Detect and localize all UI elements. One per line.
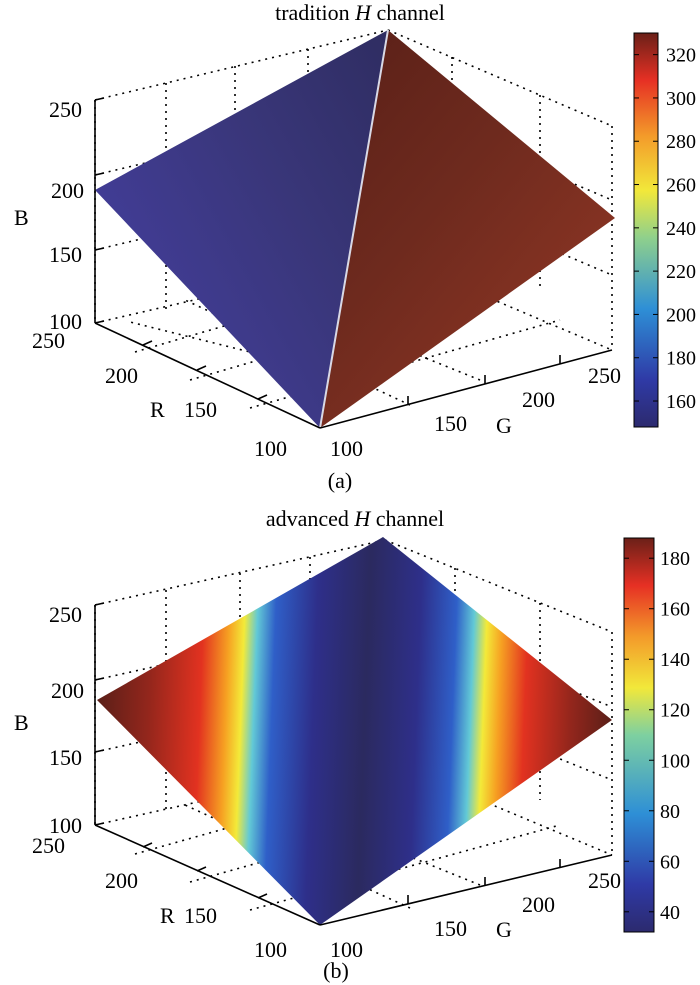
panel-a-colorbar-ticks: 160 180 200 220 240 260 280 300 320: [634, 45, 696, 413]
panel-b-colorbar-ticks: 40 60 80 100 120 140 160 180: [624, 548, 690, 924]
panel-a-z-tick-100: 100: [49, 309, 82, 334]
panel-a-g-tick-100: 100: [330, 436, 363, 461]
panel-b-caption: (b): [323, 958, 349, 983]
panel-b-colorbar: 40 60 80 100 120 140 160 180: [623, 537, 690, 933]
panel-a-surface-right-facet: [320, 30, 615, 428]
panel-a-colorbar: 160 180 200 220 240 260 280 300 320: [633, 32, 696, 428]
panel-a-r-tick-250: 250: [32, 328, 65, 353]
panel-a: tradition H channel: [14, 0, 696, 493]
panel-a-g-label: G: [496, 413, 512, 438]
panel-b-z-tick-150: 150: [49, 745, 82, 770]
colorbar-tick-label: 260: [666, 175, 696, 197]
panel-b-axes: [94, 605, 613, 926]
colorbar-tick-label: 80: [660, 801, 680, 823]
panel-a-z-label: B: [14, 205, 29, 230]
panel-a-z-tick-150: 150: [49, 242, 82, 267]
colorbar-tick-label: 40: [660, 902, 680, 924]
panel-b-r-tick-150: 150: [184, 903, 217, 928]
panel-a-surface-ridge: [319, 29, 389, 429]
panel-b: advanced H channel: [14, 506, 690, 983]
panel-a-g-tick-200: 200: [522, 387, 555, 412]
panel-a-surface-left-facet: [95, 30, 388, 428]
colorbar-tick-label: 300: [666, 88, 696, 110]
colorbar-tick-label: 100: [660, 750, 690, 772]
panel-b-g-tick-200: 200: [522, 892, 555, 917]
colorbar-tick-label: 60: [660, 851, 680, 873]
panel-a-z-tick-200: 200: [51, 178, 84, 203]
panel-b-r-tick-100: 100: [254, 937, 287, 962]
panel-a-r-tick-150: 150: [184, 397, 217, 422]
panel-b-r-tick-250: 250: [32, 833, 65, 858]
panel-a-axes: [94, 100, 613, 429]
colorbar-tick-label: 120: [660, 700, 690, 722]
panel-a-caption: (a): [328, 468, 352, 493]
panel-a-g-tick-250: 250: [588, 363, 621, 388]
panel-b-r-tick-200: 200: [105, 868, 138, 893]
colorbar-tick-label: 200: [666, 304, 696, 326]
colorbar-tick-label: 160: [666, 391, 696, 413]
panel-b-g-tick-150: 150: [434, 916, 467, 941]
colorbar-tick-label: 160: [660, 599, 690, 621]
panel-b-g-label: G: [496, 917, 512, 942]
colorbar-tick-label: 180: [666, 348, 696, 370]
colorbar-tick-label: 180: [660, 548, 690, 570]
panel-b-g-tick-100: 100: [330, 937, 363, 962]
panel-a-g-tick-150: 150: [434, 411, 467, 436]
panel-a-z-tick-250: 250: [49, 97, 82, 122]
colorbar-tick-label: 220: [666, 261, 696, 283]
panel-a-r-tick-200: 200: [105, 363, 138, 388]
panel-a-title: tradition H channel: [275, 0, 445, 25]
panel-b-z-tick-200: 200: [51, 678, 84, 703]
panel-a-r-tick-100: 100: [254, 436, 287, 461]
colorbar-tick-label: 320: [666, 45, 696, 67]
panel-b-g-tick-250: 250: [588, 868, 621, 893]
panel-b-title: advanced H channel: [266, 506, 444, 531]
panel-b-surface: [97, 537, 612, 925]
panel-b-z-tick-250: 250: [49, 602, 82, 627]
panel-b-z-label: B: [14, 710, 29, 735]
panel-b-r-label: R: [160, 903, 175, 928]
panel-b-z-tick-100: 100: [49, 813, 82, 838]
colorbar-tick-label: 280: [666, 131, 696, 153]
colorbar-tick-label: 240: [666, 218, 696, 240]
colorbar-tick-label: 140: [660, 649, 690, 671]
panel-a-r-label: R: [150, 397, 165, 422]
